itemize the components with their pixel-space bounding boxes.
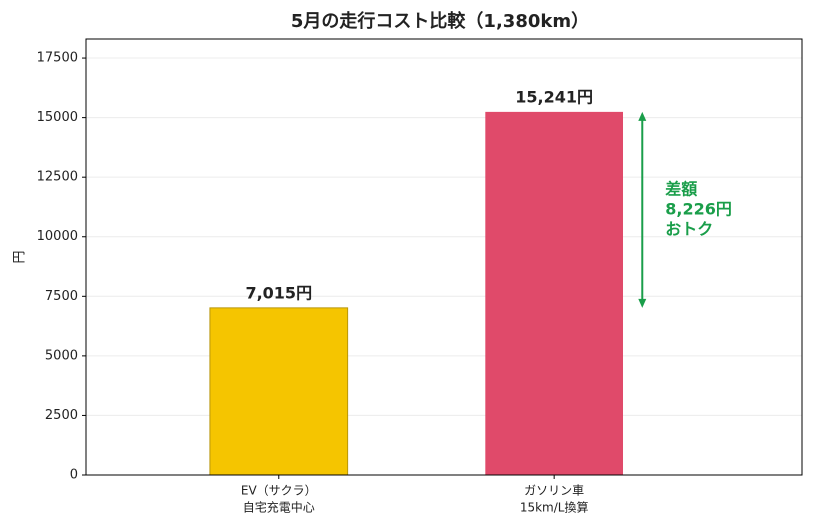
y-tick-label: 15000 (37, 110, 78, 125)
y-tick-label: 5000 (45, 348, 78, 363)
annotation-text: 差額 (665, 179, 697, 198)
y-tick-label: 12500 (37, 170, 78, 185)
y-tick-label: 10000 (37, 229, 78, 244)
arrow-head (638, 111, 647, 121)
y-tick-label: 7500 (45, 289, 78, 304)
y-axis-label: 円 (13, 250, 28, 263)
bar (485, 111, 623, 475)
x-tick-label: EV（サクラ） (241, 484, 317, 498)
plot-frame (85, 38, 803, 476)
y-tick-label: 17500 (37, 51, 78, 66)
chart-title: 5月の走行コスト比較（1,380km） (291, 10, 589, 32)
x-tick-label: 15km/L換算 (520, 500, 589, 515)
x-tick-label: 自宅充電中心 (243, 500, 315, 515)
arrow-head (638, 298, 647, 308)
annotation-text: 8,226円 (665, 199, 732, 218)
value-label: 7,015円 (245, 283, 312, 302)
annotation-text: おトク (665, 219, 713, 238)
y-tick-label: 0 (70, 468, 78, 483)
x-tick-label: ガソリン車 (524, 484, 584, 498)
y-tick-label: 2500 (45, 408, 78, 423)
value-label: 15,241円 (515, 87, 593, 106)
bar (209, 307, 349, 476)
